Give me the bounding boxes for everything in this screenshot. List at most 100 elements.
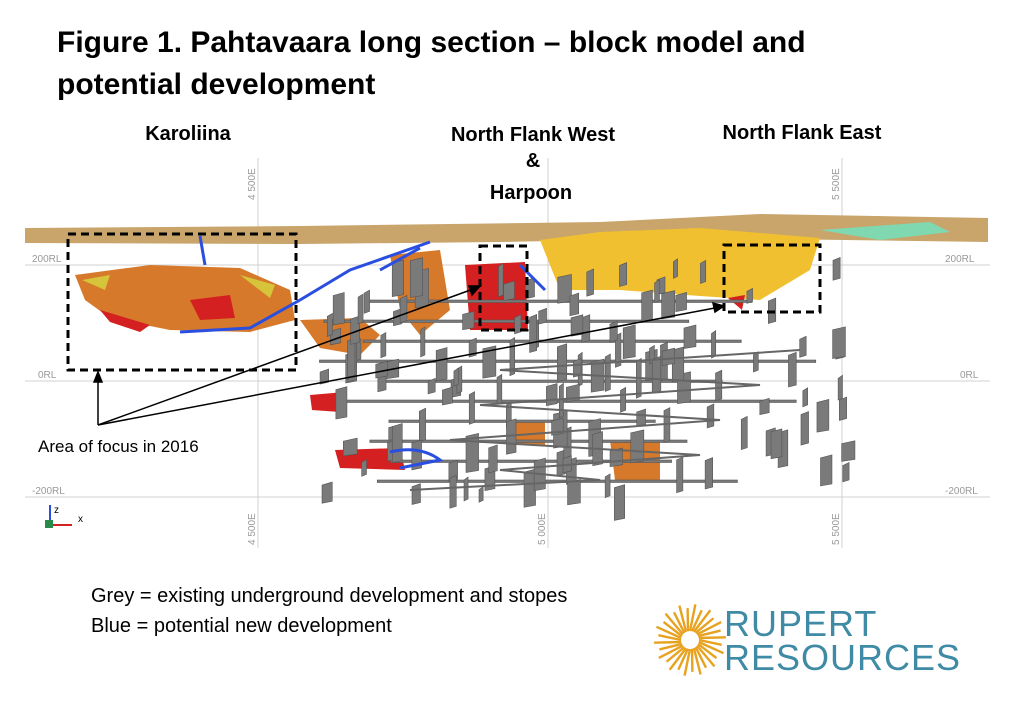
stope	[609, 320, 618, 343]
stope	[557, 343, 568, 382]
legend-item: Grey = existing underground development …	[91, 585, 567, 607]
stope	[651, 355, 662, 394]
logo-text: RESOURCES	[724, 637, 961, 678]
stope	[671, 346, 685, 382]
stope	[706, 403, 715, 429]
stope	[673, 258, 678, 279]
stope	[799, 335, 807, 358]
level-label: -200RL	[32, 486, 65, 497]
stope	[641, 289, 653, 324]
logo-ray	[658, 644, 684, 660]
stope	[463, 476, 469, 502]
stope	[740, 415, 748, 451]
stope	[759, 397, 770, 415]
logo-mark	[654, 604, 726, 676]
easting-label: 5 500E	[831, 168, 842, 200]
logo-ray	[656, 625, 682, 640]
stope	[453, 367, 459, 387]
stope	[841, 440, 856, 462]
stope	[770, 428, 783, 460]
stope	[676, 456, 684, 494]
easting-label: 4 500E	[247, 168, 258, 200]
stope	[788, 351, 797, 388]
level-drive	[319, 359, 817, 363]
stope	[700, 259, 707, 284]
existing-development	[319, 256, 856, 521]
logo-ray	[658, 634, 682, 642]
level-drive	[362, 339, 742, 343]
stope	[468, 337, 477, 358]
annotation: Area of focus in 2016	[38, 437, 199, 456]
zone-label: &	[526, 150, 540, 172]
stope	[482, 345, 497, 379]
stope	[442, 386, 453, 406]
level-drive	[390, 459, 672, 463]
stope	[704, 457, 713, 490]
pond	[820, 222, 950, 240]
stope	[380, 331, 387, 359]
stope	[514, 314, 522, 335]
stope	[715, 369, 723, 402]
stope	[570, 314, 584, 337]
stope	[619, 262, 627, 287]
stope	[332, 292, 345, 326]
logo-ray	[694, 646, 708, 669]
stope	[538, 307, 547, 325]
stope	[604, 473, 611, 499]
stope	[343, 437, 358, 457]
level-drive	[323, 319, 690, 323]
logo-ray	[697, 629, 721, 638]
level-label: 0RL	[38, 370, 57, 381]
stope	[567, 479, 581, 506]
stope	[661, 290, 676, 320]
stope	[503, 280, 515, 301]
zone-label: North Flank East	[723, 122, 882, 144]
easting-label: 5 000E	[537, 513, 548, 545]
stope	[615, 332, 622, 368]
logo-ray	[694, 617, 715, 634]
stope	[411, 483, 421, 505]
logo-ray	[698, 636, 726, 640]
orebody-high	[310, 392, 405, 470]
stope	[321, 481, 333, 504]
stope	[462, 311, 475, 331]
logo-ray	[690, 609, 703, 632]
stope	[746, 287, 753, 304]
zone-label: Harpoon	[490, 182, 572, 204]
stope	[478, 486, 484, 503]
level-label: -200RL	[945, 486, 978, 497]
stope	[449, 474, 457, 509]
stope	[711, 330, 717, 359]
orebody-high	[100, 295, 235, 332]
stope	[620, 386, 627, 413]
stope	[350, 315, 360, 345]
stope	[435, 347, 448, 382]
orebody	[75, 265, 295, 332]
stope	[683, 324, 697, 349]
level-label: 200RL	[945, 254, 975, 265]
stope	[661, 347, 675, 366]
stope	[675, 292, 687, 313]
logo-ray	[698, 638, 722, 646]
stope	[468, 391, 475, 425]
stope	[546, 383, 558, 406]
stope	[420, 326, 426, 358]
stope	[800, 411, 809, 446]
logo-ray	[692, 647, 702, 675]
stope	[569, 292, 580, 317]
stope	[375, 360, 388, 379]
stope	[586, 268, 594, 297]
logo-ray	[678, 605, 688, 633]
stope	[832, 256, 841, 281]
logo-ray	[696, 644, 716, 668]
logo-ray	[683, 648, 692, 676]
axis-label: x	[78, 514, 83, 525]
level-label: 200RL	[32, 254, 62, 265]
title-line: Figure 1. Pahtavaara long section – bloc…	[57, 26, 806, 59]
stope	[411, 439, 422, 471]
level-label: 0RL	[960, 370, 979, 381]
logo-ray	[688, 604, 697, 632]
logo-ray	[697, 642, 718, 659]
logo-ray	[672, 611, 686, 634]
logo-ray	[665, 646, 686, 663]
